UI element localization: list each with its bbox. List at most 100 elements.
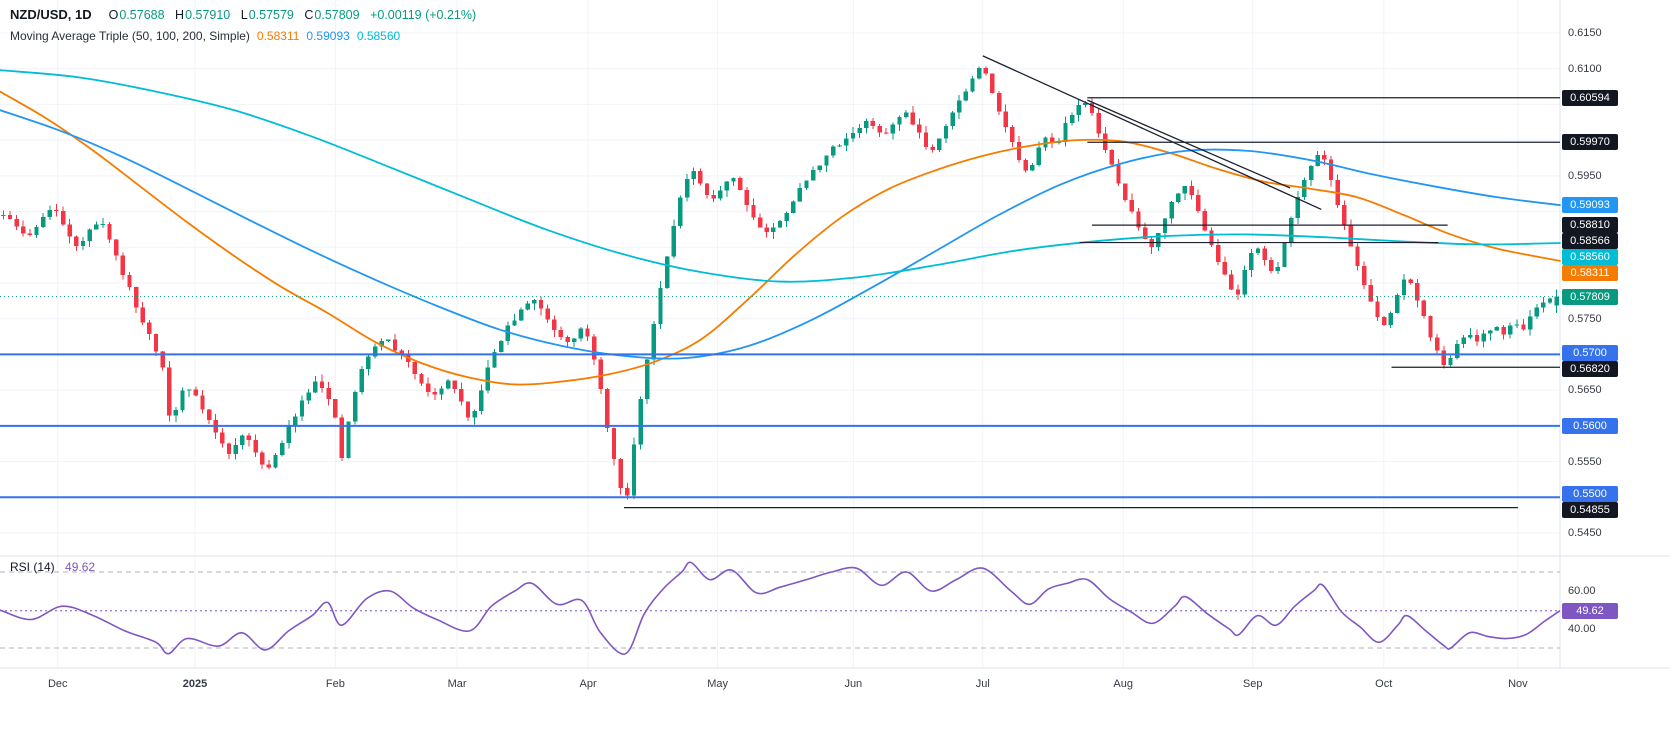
candle-body (1096, 112, 1101, 134)
candle-body (538, 299, 544, 309)
candle-body (1196, 194, 1201, 212)
candle-body (1521, 324, 1526, 330)
candle-body (684, 179, 690, 198)
price-level-badge: 0.5500 (1562, 486, 1618, 503)
price-level-badge: 0.5600 (1562, 417, 1618, 434)
ohlc-open-label: O (108, 8, 119, 22)
candle-body (1381, 317, 1387, 326)
candle-body (1468, 334, 1473, 338)
ohlc-close-label: C (304, 8, 314, 22)
candle-body (1123, 183, 1128, 200)
candle-body (645, 359, 650, 399)
ma-indicator-title[interactable]: Moving Average Triple (50, 100, 200, Sim… (10, 29, 250, 43)
time-axis-label: Aug (1113, 678, 1133, 690)
candle-body (830, 146, 836, 156)
candle-body (273, 455, 278, 468)
rsi-indicator-title[interactable]: RSI (14) (10, 560, 55, 574)
ohlc-open-value: 0.57688 (119, 8, 165, 22)
candle-body (279, 443, 285, 456)
rsi-axis-label: 60.00 (1568, 585, 1596, 597)
candle-body (1547, 298, 1553, 303)
rsi-pane (0, 561, 1561, 655)
candle-body (1541, 302, 1546, 308)
candle-body (1030, 164, 1035, 171)
chart-legend: NZD/USD, 1D O0.57688 H0.57910 L0.57579 C… (10, 7, 476, 43)
sma-200-line[interactable] (0, 69, 1561, 283)
candle-body (1069, 114, 1075, 124)
candle-body (372, 346, 378, 357)
candle-body (1189, 185, 1194, 195)
candle-body (737, 178, 743, 190)
candle-body (293, 416, 298, 427)
sma-100-line[interactable] (0, 109, 1561, 360)
time-axis-label: Oct (1375, 678, 1393, 690)
candle-body (744, 189, 749, 206)
candle-body (47, 209, 52, 217)
candle-body (512, 320, 517, 326)
candle-body (21, 226, 26, 234)
candle-body (1288, 217, 1294, 243)
ohlc-readout: O0.57688 H0.57910 L0.57579 C0.57809 +0.0… (102, 8, 477, 22)
candle-body (804, 180, 809, 189)
ma200-value: 0.58560 (356, 29, 401, 43)
candle-body (392, 339, 398, 351)
candle-body (545, 308, 550, 320)
candle-body (107, 224, 112, 240)
candle-body (425, 383, 431, 392)
time-axis-label: Jul (975, 678, 990, 690)
candle-body (1441, 350, 1447, 366)
trendline[interactable] (1087, 99, 1291, 189)
candle-body (1554, 296, 1559, 306)
candle-body (499, 340, 504, 353)
ohlc-high-value: 0.57910 (185, 8, 231, 22)
candle-body (359, 368, 364, 393)
candle-body (113, 239, 119, 256)
rsi-line[interactable] (0, 561, 1561, 655)
price-level-badge: 0.5700 (1562, 344, 1618, 361)
price-level-badge: 0.59970 (1562, 134, 1618, 151)
candle-body (857, 128, 862, 134)
candle-body (1156, 233, 1161, 248)
candle-body (366, 356, 371, 369)
candle-body (7, 215, 13, 220)
candle-body (943, 125, 949, 139)
candle-body (1348, 224, 1354, 247)
candle-body (572, 338, 577, 342)
candle-body (319, 381, 325, 388)
time-axis-label: Nov (1508, 678, 1528, 690)
candle-body (1355, 246, 1360, 266)
candle-body (465, 401, 471, 418)
price-level-badge: 0.60594 (1562, 89, 1618, 106)
candle-body (1361, 265, 1367, 285)
candle-body (1003, 111, 1008, 128)
candle-body (147, 322, 152, 335)
candle-body (1249, 252, 1254, 270)
candle-body (791, 201, 796, 214)
candle-body (1215, 245, 1221, 262)
candle-body (1328, 159, 1334, 180)
candle-body (1508, 325, 1513, 335)
candle-body (525, 303, 530, 310)
levels-layer (0, 55, 1560, 509)
price-level-badge: 0.58810 (1562, 217, 1618, 234)
price-axis-label: 0.5950 (1568, 169, 1602, 182)
trendline[interactable] (982, 55, 1322, 211)
time-axis-label: Jun (844, 678, 863, 690)
candle-body (439, 388, 444, 395)
candle-body (1494, 327, 1500, 331)
candle-body (1036, 147, 1042, 165)
candle-body (678, 197, 683, 226)
candle-body (1222, 261, 1227, 275)
candle-body (1176, 193, 1181, 202)
sma-50-line[interactable] (0, 90, 1561, 386)
separators (0, 0, 1670, 669)
ma-indicator-legend-row: Moving Average Triple (50, 100, 200, Sim… (10, 29, 476, 43)
candle-body (87, 229, 92, 242)
candle-body (1242, 269, 1247, 295)
symbol-title[interactable]: NZD/USD, 1D (10, 7, 92, 22)
candle-body (492, 352, 497, 368)
candle-body (704, 183, 710, 195)
candle-body (897, 116, 902, 125)
